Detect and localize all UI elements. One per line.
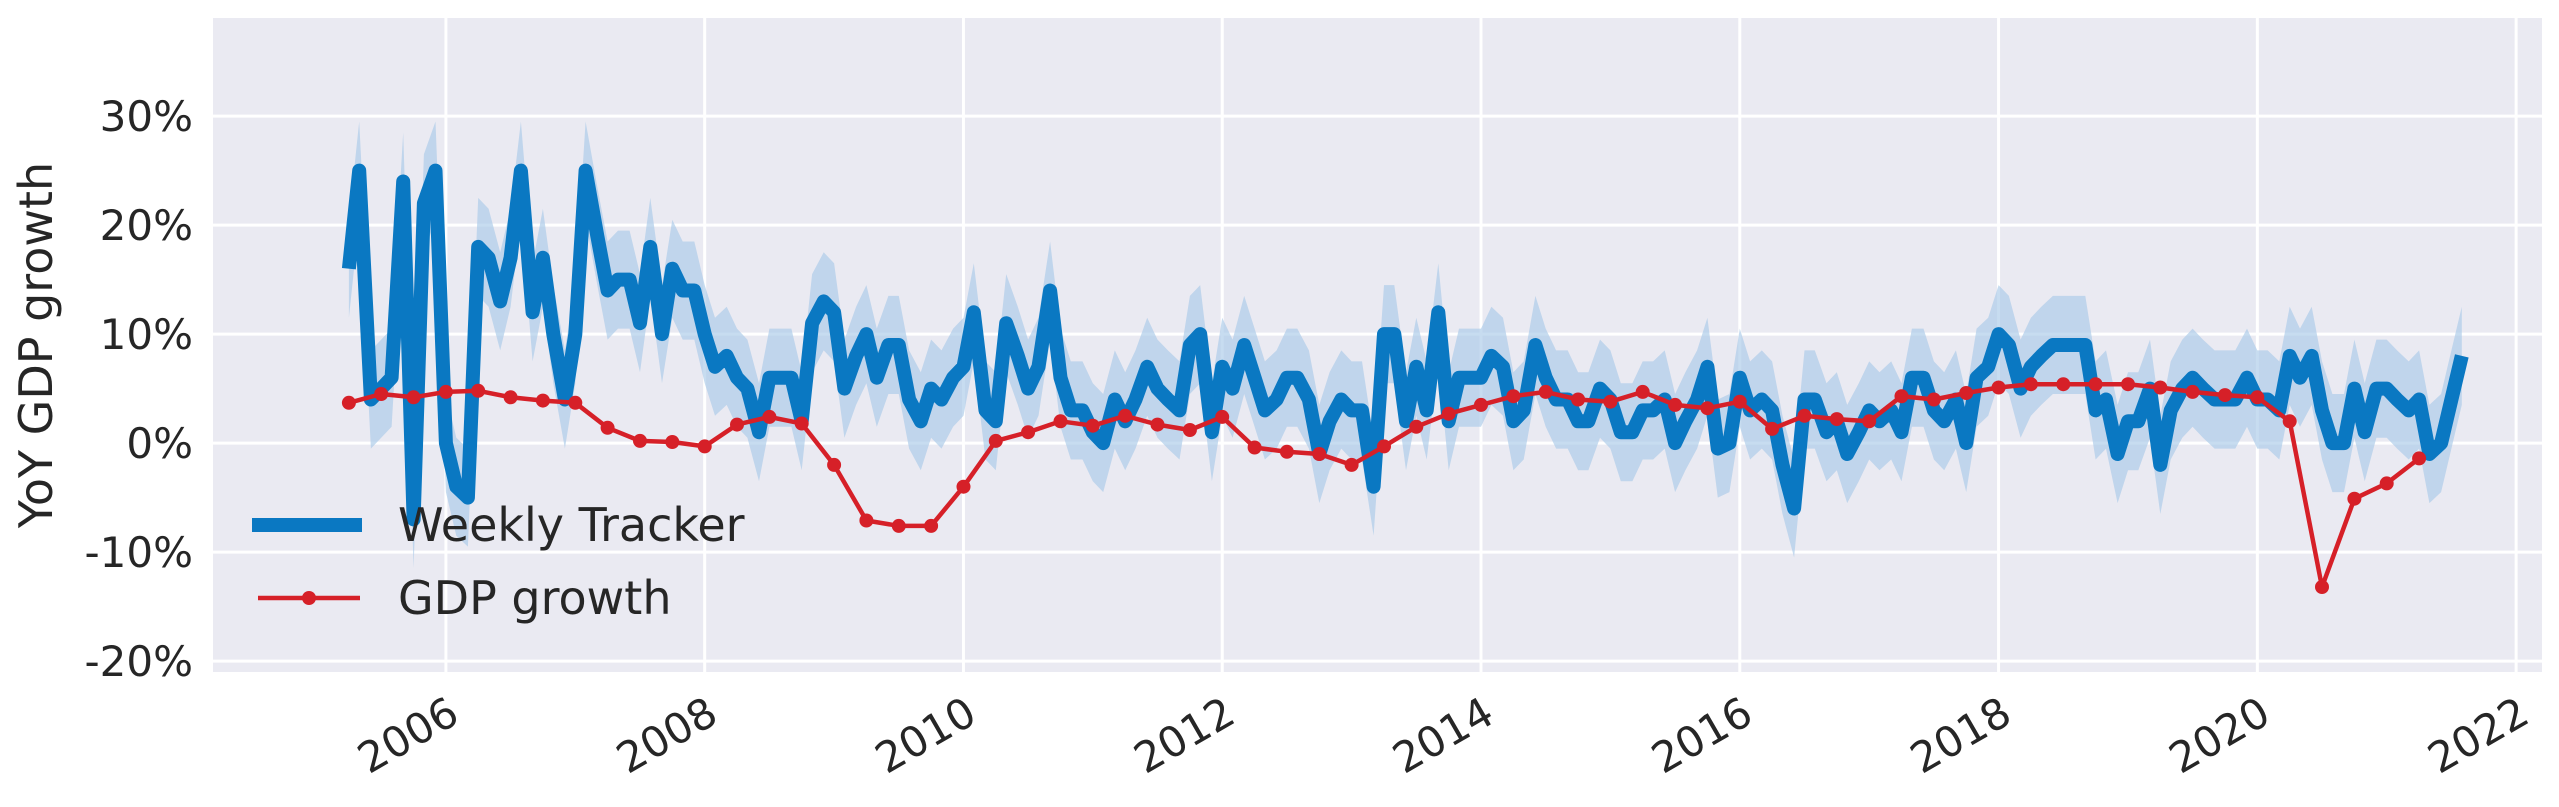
gdp-growth-point — [1506, 389, 1521, 404]
gdp-growth-point — [827, 457, 842, 472]
gdp-growth-point — [2185, 384, 2200, 399]
gdp-growth-point — [1021, 425, 1036, 440]
gdp-growth-point — [1344, 457, 1359, 472]
gdp-growth-point — [600, 420, 615, 435]
x-tick-labels: 2006 2008 2010 2012 2014 2016 2018 2020 2022 — [349, 687, 2536, 783]
y-tick-label: 30% — [100, 92, 193, 141]
y-tick-label: 10% — [100, 310, 193, 359]
x-tick-label: 2016 — [1643, 687, 1760, 783]
x-tick-label: 2006 — [349, 687, 466, 783]
gdp-growth-point — [794, 416, 809, 431]
gdp-growth-point — [1894, 389, 1909, 404]
gdp-growth-point — [1571, 392, 1586, 407]
gdp-growth-point — [406, 390, 421, 405]
gdp-growth-point — [1538, 384, 1553, 399]
gdp-growth-point — [633, 433, 647, 448]
y-tick-label: 0% — [126, 419, 193, 468]
gdp-growth-point — [1635, 384, 1650, 399]
x-tick-label: 2012 — [1126, 687, 1243, 783]
x-tick-label: 2020 — [2161, 687, 2278, 783]
gdp-growth-point — [2088, 377, 2103, 392]
legend-gdp-growth-marker — [302, 591, 316, 605]
y-tick-label: -10% — [84, 528, 193, 577]
gdp-growth-point — [924, 518, 939, 533]
gdp-growth-point — [1312, 447, 1327, 461]
gdp-growth-point — [2056, 377, 2071, 392]
gdp-growth-point — [1700, 401, 1715, 416]
gdp-growth-point — [1118, 408, 1133, 423]
y-axis-label: YoY GDP growth — [9, 162, 63, 529]
gdp-growth-point — [503, 390, 518, 405]
gdp-growth-markers — [341, 377, 2427, 594]
weekly-tracker-band-layer — [348, 121, 2462, 569]
gdp-growth-point — [697, 439, 712, 454]
gdp-growth-point — [1829, 412, 1844, 427]
gdp-growth-point — [2153, 380, 2168, 395]
gdp-growth-point — [1959, 386, 1974, 400]
gdp-growth-point — [2250, 390, 2265, 405]
gdp-growth-point — [1991, 380, 2006, 395]
gdp-growth-point — [1247, 440, 1262, 455]
gdp-growth-point — [1085, 418, 1100, 433]
gdp-growth-point — [1409, 419, 1424, 434]
gdp-growth-point — [730, 417, 744, 432]
weekly-tracker-band — [348, 121, 2462, 569]
gdp-growth-point — [1053, 414, 1068, 429]
legend-weekly-tracker-label: Weekly Tracker — [398, 498, 745, 552]
gdp-growth-point — [568, 395, 583, 410]
x-tick-label: 2018 — [1902, 687, 2019, 783]
gdp-growth-point — [762, 409, 777, 424]
legend: Weekly Tracker GDP growth — [252, 498, 745, 625]
gdp-growth-point — [471, 383, 486, 398]
gdp-growth-point — [2218, 388, 2232, 403]
x-tick-label: 2010 — [867, 687, 984, 783]
gdp-growth-point — [535, 393, 550, 408]
gdp-growth-point — [1182, 423, 1197, 437]
gdp-growth-point — [2023, 377, 2038, 392]
gdp-growth-point — [988, 433, 1003, 448]
gdp-growth-point — [2412, 451, 2427, 466]
x-tick-label: 2014 — [1385, 687, 1502, 783]
legend-gdp-growth-label: GDP growth — [398, 571, 671, 625]
gdp-growth-point — [374, 387, 389, 401]
gdp-growth-point — [438, 384, 453, 399]
gdp-growth-point — [2282, 414, 2297, 429]
gdp-growth-point — [859, 513, 874, 528]
gdp-growth-point — [1603, 394, 1618, 409]
gdp-growth-point — [891, 518, 906, 533]
gdp-growth-point — [1150, 417, 1165, 432]
grid-lines — [213, 18, 2542, 672]
weekly-tracker-line — [341, 163, 2469, 527]
gdp-growth-point — [1797, 408, 1812, 423]
gdp-growth-point — [1474, 397, 1488, 412]
gdp-growth-point — [2379, 476, 2394, 491]
x-tick-label: 2022 — [2420, 687, 2537, 783]
x-tick-label: 2008 — [608, 687, 725, 783]
gdp-growth-point — [1441, 406, 1456, 421]
gdp-growth-point — [2347, 491, 2362, 506]
gdp-growth-point — [341, 395, 356, 410]
y-tick-labels: -20% -10% 0% 10% 20% 30% — [84, 92, 193, 686]
gdp-growth-point — [1732, 394, 1747, 409]
gdp-growth-point — [956, 479, 971, 494]
gdp-growth-point — [1377, 439, 1391, 454]
y-tick-label: -20% — [84, 637, 193, 686]
y-tick-label: 20% — [100, 201, 193, 250]
gdp-growth-point — [1926, 392, 1941, 407]
gdp-growth-point — [1668, 397, 1683, 412]
gdp-growth-point — [1862, 414, 1877, 429]
gdp-growth-point — [1765, 421, 1780, 436]
gdp-growth-point — [2121, 377, 2135, 392]
gdp-growth-point — [2315, 580, 2329, 594]
gdp-growth-point — [665, 435, 680, 449]
gdp-growth-point — [1279, 444, 1294, 459]
gdp-growth-point — [1215, 409, 1230, 424]
